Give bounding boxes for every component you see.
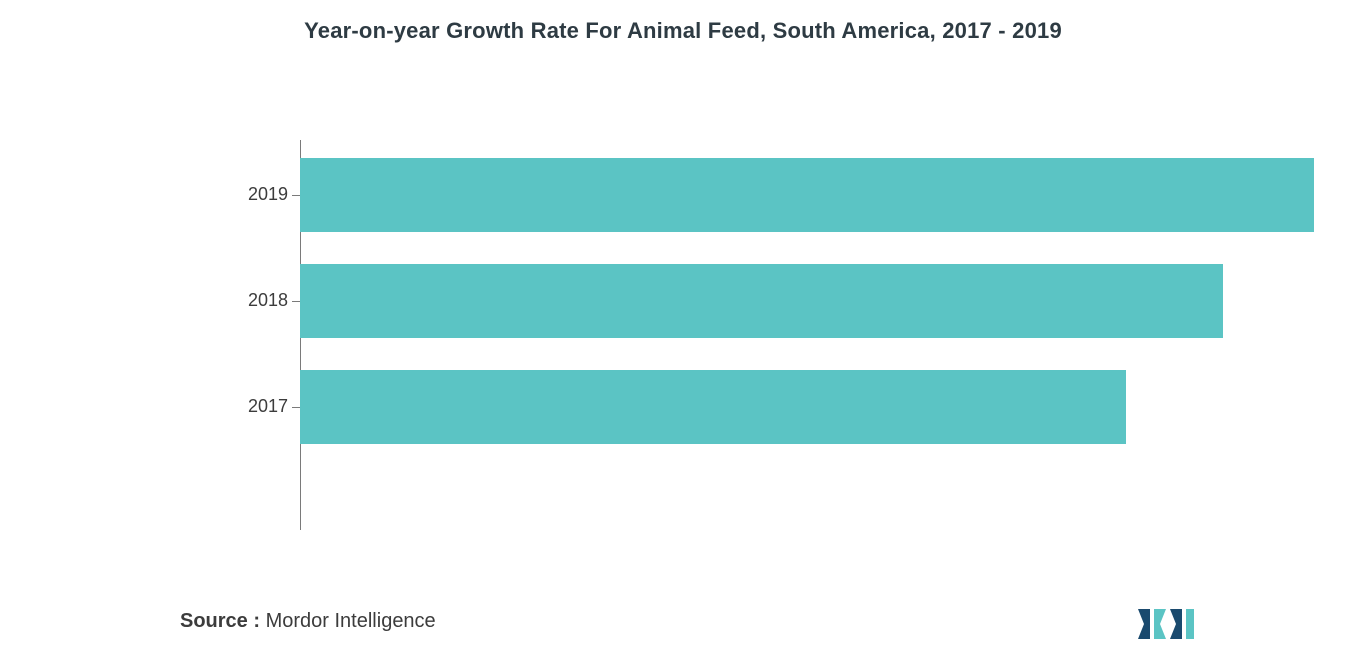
y-label-2018: 2018 <box>236 290 288 311</box>
y-tick-2018 <box>292 301 300 302</box>
bar-2018 <box>300 264 1223 338</box>
chart-title: Year-on-year Growth Rate For Animal Feed… <box>0 18 1366 44</box>
y-tick-2017 <box>292 407 300 408</box>
y-label-2017: 2017 <box>236 396 288 417</box>
bar-2019 <box>300 158 1314 232</box>
chart-container: Year-on-year Growth Rate For Animal Feed… <box>0 0 1366 655</box>
y-label-2019: 2019 <box>236 184 288 205</box>
source-label: Source : <box>180 610 260 632</box>
mordor-logo-icon <box>1136 605 1196 641</box>
source-value: Mordor Intelligence <box>266 610 436 632</box>
y-tick-2019 <box>292 195 300 196</box>
bar-2017 <box>300 370 1126 444</box>
source-line: Source : Mordor Intelligence <box>180 610 436 633</box>
